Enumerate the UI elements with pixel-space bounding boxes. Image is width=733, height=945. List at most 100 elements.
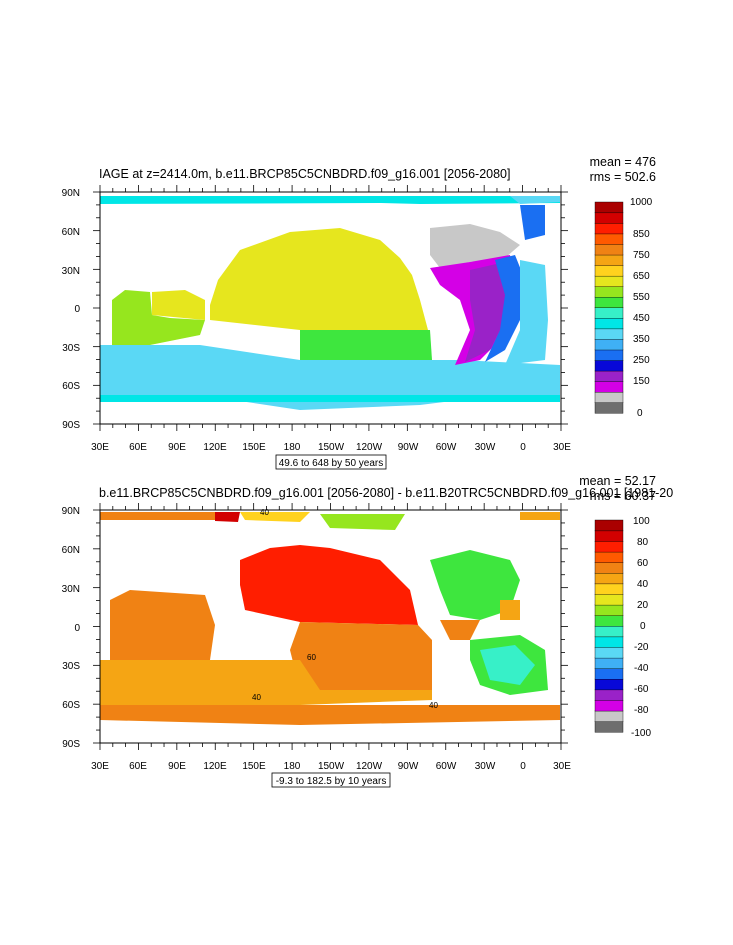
colorbar-swatch xyxy=(594,265,624,277)
p2-pacific-red xyxy=(240,545,418,625)
p2-cb-label: -40 xyxy=(634,663,649,674)
panel-1-info-text: 49.6 to 648 by 50 years xyxy=(279,458,384,469)
p2-lat-90n: 90N xyxy=(62,506,80,517)
panel-1-colorbar xyxy=(594,201,624,414)
colorbar-swatch xyxy=(594,636,624,648)
panel-2-lon-labels: 30E 60E 90E 120E 150E 180 150W 120W 90W … xyxy=(91,761,571,772)
p2-atlantic-teal xyxy=(480,645,535,685)
p2-lat-30n: 30N xyxy=(62,584,80,595)
p2-lon: 180 xyxy=(284,761,301,772)
p1-spacific-green xyxy=(300,330,432,360)
p1-lat-60s: 60S xyxy=(62,381,80,392)
p1-lon: 30E xyxy=(553,442,571,453)
p2-lat-0: 0 xyxy=(74,623,80,634)
p1-lon: 150E xyxy=(242,442,266,453)
p2-arctic-green xyxy=(320,514,405,530)
colorbar-swatch xyxy=(594,583,624,595)
panel-1-axis-ticks xyxy=(93,185,568,431)
p2-arctic-east xyxy=(520,512,560,520)
panel-1-mean: mean = 476 xyxy=(590,155,656,169)
p1-atlantic-blue xyxy=(485,255,525,362)
p1-cb-label: 150 xyxy=(633,376,650,387)
colorbar-swatch xyxy=(594,700,624,712)
p2-atlantic-orange xyxy=(440,620,480,640)
p2-arctic-yellow xyxy=(240,512,310,522)
p2-cb-label: -60 xyxy=(634,684,649,695)
p1-lat-0: 0 xyxy=(74,304,80,315)
colorbar-swatch xyxy=(594,519,624,532)
p2-lat-60s: 60S xyxy=(62,700,80,711)
p1-lat-90n: 90N xyxy=(62,188,80,199)
colorbar-swatch xyxy=(594,625,624,638)
p1-cb-label: 450 xyxy=(633,313,650,324)
p1-cb-label: 750 xyxy=(633,250,650,261)
p1-lat-60n: 60N xyxy=(62,227,80,238)
panel-1-lon-labels: 30E 60E 90E 120E 150E 180 150W 120W 90W … xyxy=(91,442,571,453)
colorbar-swatch xyxy=(594,710,624,722)
p1-arctic-band xyxy=(100,196,560,204)
p1-atlantic-lightblue xyxy=(505,260,548,365)
colorbar-swatch xyxy=(594,657,624,669)
p2-lon: 30E xyxy=(91,761,109,772)
colorbar-swatch xyxy=(594,254,624,266)
p1-cb-label: 550 xyxy=(633,292,650,303)
colorbar-swatch xyxy=(594,338,624,351)
p2-contour-label: 40 xyxy=(260,508,269,517)
panel-1-info-box xyxy=(275,454,387,470)
p1-indian-green xyxy=(112,290,205,345)
panel-2-info-text: -9.3 to 182.5 by 10 years xyxy=(276,776,387,787)
p2-lon: 30E xyxy=(553,761,571,772)
p2-arctic-red xyxy=(215,512,240,522)
colorbar-swatch xyxy=(594,349,624,361)
p2-lon: 90E xyxy=(168,761,186,772)
panel-2-info-box xyxy=(271,772,391,788)
p1-lon: 150W xyxy=(318,442,345,453)
colorbar-swatch xyxy=(594,647,624,659)
colorbar-swatch xyxy=(594,296,624,309)
p2-lon: 150W xyxy=(318,761,345,772)
p1-lat-30n: 30N xyxy=(62,266,80,277)
p1-arctic-east xyxy=(510,196,560,204)
colorbar-swatch xyxy=(594,391,624,403)
p2-atlantic-lightorange xyxy=(500,600,520,620)
p2-contour-label: 40 xyxy=(252,693,261,702)
p1-lon: 60E xyxy=(129,442,147,453)
p2-lon: 30W xyxy=(475,761,496,772)
colorbar-swatch xyxy=(594,594,624,606)
p1-atlantic-north-blue xyxy=(520,205,545,240)
panel-2: b.e11.BRCP85C5CNBDRD.f09_g16.001 [2056-2… xyxy=(62,474,673,788)
p1-cb-label: 250 xyxy=(633,355,650,366)
p1-nordic-grey xyxy=(430,224,520,268)
p1-cb-label: 350 xyxy=(633,334,650,345)
colorbar-swatch xyxy=(594,668,624,680)
colorbar-swatch xyxy=(594,317,624,330)
colorbar-swatch xyxy=(594,328,624,340)
colorbar-swatch xyxy=(594,721,624,733)
colorbar-swatch xyxy=(594,551,624,563)
colorbar-swatch xyxy=(594,678,624,691)
p2-spacific-orange xyxy=(290,622,432,690)
p1-cb-label: 850 xyxy=(633,229,650,240)
p1-cb-label: 650 xyxy=(633,271,650,282)
colorbar-swatch xyxy=(594,689,624,701)
colorbar-swatch xyxy=(594,286,624,298)
colorbar-swatch xyxy=(594,530,624,542)
colorbar-swatch xyxy=(594,222,624,235)
p2-cb-label: -80 xyxy=(634,705,649,716)
p2-cb-label: 60 xyxy=(637,558,649,569)
colorbar-swatch xyxy=(594,233,624,245)
p1-lon: 30W xyxy=(475,442,496,453)
p2-lon: 120W xyxy=(356,761,383,772)
panel-1: IAGE at z=2414.0m, b.e11.BRCP85C5CNBDRD.… xyxy=(62,155,656,470)
p2-arctic-orange xyxy=(100,512,240,520)
colorbar-swatch xyxy=(594,572,624,585)
p2-lat-30s: 30S xyxy=(62,661,80,672)
p2-lon: 0 xyxy=(520,761,526,772)
p1-southern-cyan xyxy=(100,345,560,410)
p2-lon: 90W xyxy=(398,761,419,772)
colorbar-swatch xyxy=(594,562,624,574)
p1-cb-label: 0 xyxy=(637,408,643,419)
p2-cb-label: -100 xyxy=(631,728,651,739)
colorbar-swatch xyxy=(594,307,624,319)
